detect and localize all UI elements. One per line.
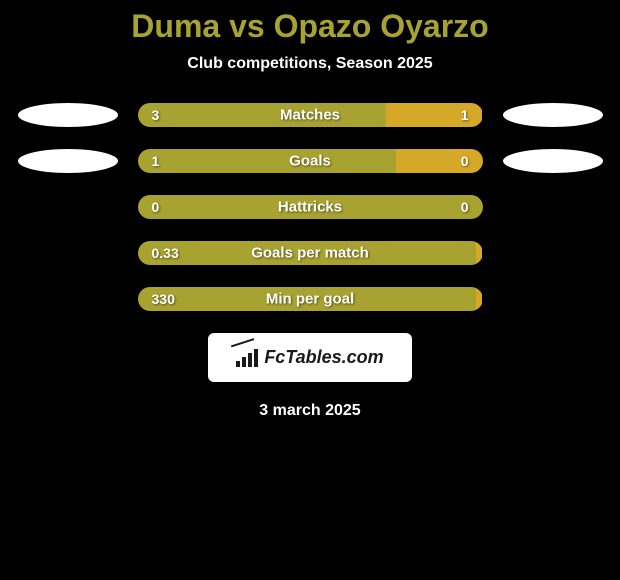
ellipse-marker-right [503,103,603,127]
stat-label: Min per goal [266,291,354,308]
stat-value-left: 0.33 [152,245,179,261]
stat-value-right: 0 [461,153,469,169]
page-title: Duma vs Opazo Oyarzo [131,8,488,45]
stat-label: Goals per match [251,245,369,262]
stat-bar-right [476,241,483,265]
bar-chart-icon [236,349,258,367]
stat-row: 0 0 Hattricks [0,195,620,219]
footer-date: 3 march 2025 [259,402,360,420]
stat-label: Matches [280,107,340,124]
stat-bar: 1 0 Goals [138,149,483,173]
stat-bar: 3 1 Matches [138,103,483,127]
stat-row: 1 0 Goals [0,149,620,173]
stat-value-left: 3 [152,107,160,123]
stat-bar-right [396,149,482,173]
stat-bar-right [476,287,483,311]
stat-bar-left [138,103,386,127]
stat-value-left: 330 [152,291,175,307]
stat-row: 0.33 Goals per match [0,241,620,265]
ellipse-marker-right [503,149,603,173]
stat-label: Goals [289,153,331,170]
ellipse-marker-left [18,103,118,127]
logo-text: FcTables.com [264,347,383,368]
comparison-infographic: Duma vs Opazo Oyarzo Club competitions, … [0,0,620,580]
stat-rows: 3 1 Matches 1 0 Goals 0 0 Hattricks 0.33 Goals per… [0,103,620,311]
stat-row: 3 1 Matches [0,103,620,127]
stat-bar-left [138,149,397,173]
stat-value-right: 0 [461,199,469,215]
stat-label: Hattricks [278,199,342,216]
logo-box: FcTables.com [208,333,411,382]
stat-bar: 330 Min per goal [138,287,483,311]
stat-value-left: 1 [152,153,160,169]
stat-value-left: 0 [152,199,160,215]
stat-value-right: 1 [461,107,469,123]
ellipse-marker-left [18,149,118,173]
stat-row: 330 Min per goal [0,287,620,311]
stat-bar: 0 0 Hattricks [138,195,483,219]
stat-bar: 0.33 Goals per match [138,241,483,265]
page-subtitle: Club competitions, Season 2025 [187,55,432,73]
